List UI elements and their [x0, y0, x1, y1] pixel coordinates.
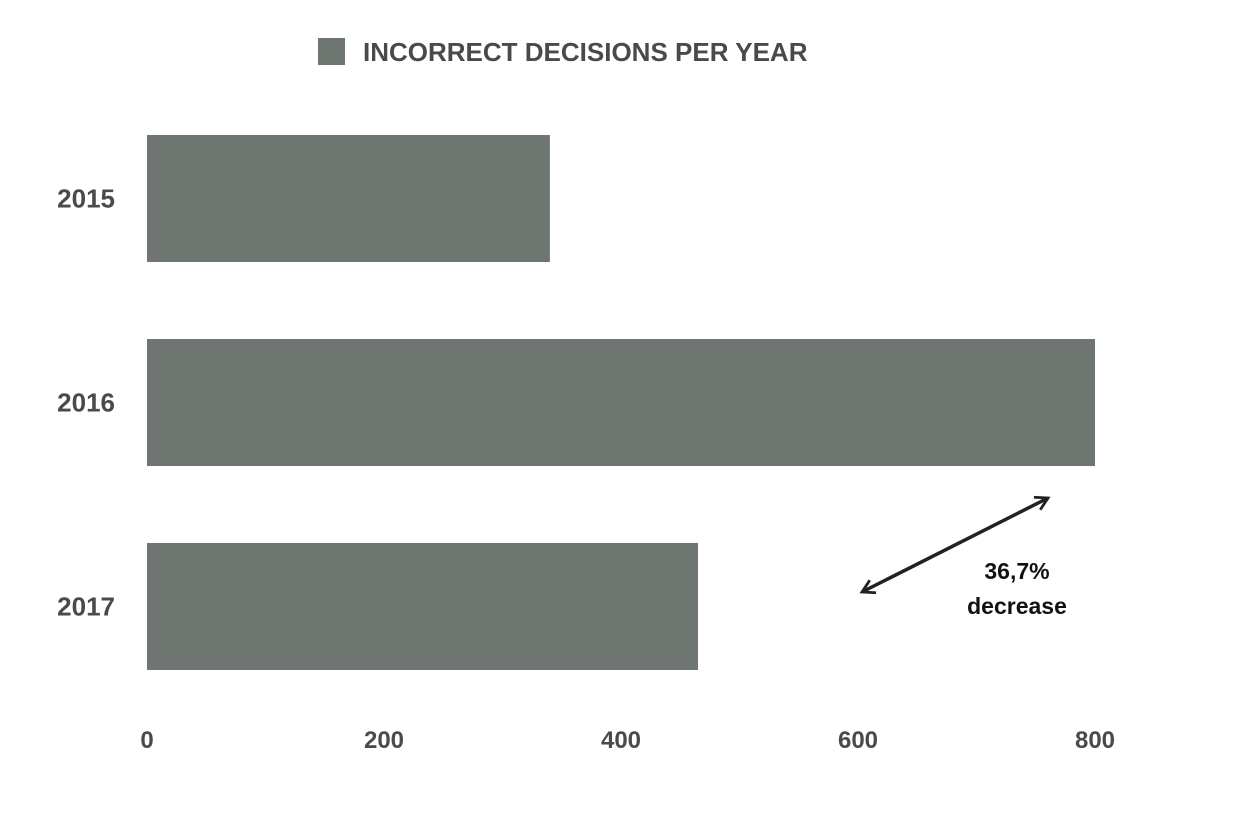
legend-label: INCORRECT DECISIONS PER YEAR — [363, 37, 808, 67]
bar-2016 — [147, 339, 1095, 466]
bars — [147, 135, 1095, 670]
decrease-annotation: 36,7% decrease — [859, 495, 1067, 619]
legend: INCORRECT DECISIONS PER YEAR — [318, 37, 808, 67]
category-label-2017: 2017 — [57, 592, 115, 622]
annotation-percent: 36,7% — [984, 558, 1049, 584]
bar-2015 — [147, 135, 550, 262]
annotation-word: decrease — [967, 593, 1067, 619]
legend-swatch — [318, 38, 345, 65]
double-arrow-icon — [859, 495, 1051, 595]
x-axis-ticks: 0 200 400 600 800 — [140, 727, 1115, 754]
x-tick-label-400: 400 — [601, 727, 641, 754]
x-tick-label-0: 0 — [140, 727, 153, 754]
bar-2017 — [147, 543, 699, 670]
x-tick-label-600: 600 — [838, 727, 878, 754]
x-tick-label-200: 200 — [364, 727, 404, 754]
category-labels: 2015 2016 2017 — [57, 184, 115, 622]
category-label-2016: 2016 — [57, 388, 115, 418]
x-tick-label-800: 800 — [1075, 727, 1115, 754]
category-label-2015: 2015 — [57, 184, 115, 214]
